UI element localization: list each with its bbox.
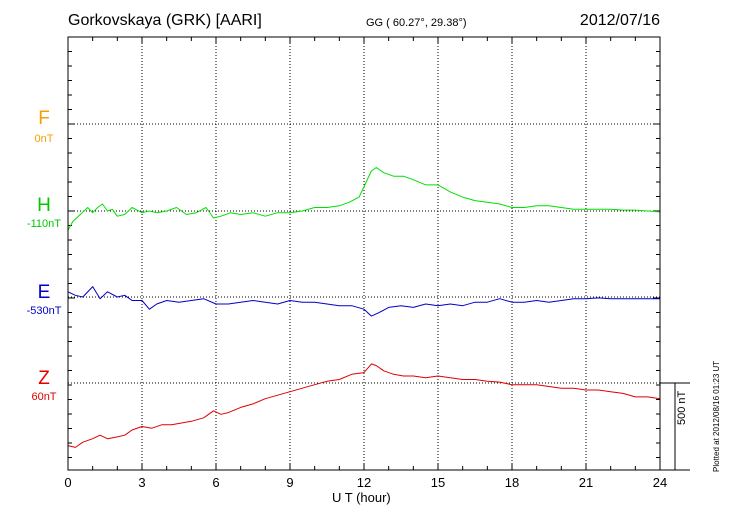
station-title: Gorkovskaya (GRK) [AARI] <box>68 12 262 29</box>
x-tick-label-9: 9 <box>286 475 293 490</box>
x-tick-label-24: 24 <box>653 475 667 490</box>
plotted-timestamp: Plotted at 2012/08/16 01:23 UT <box>712 360 721 472</box>
x-tick-label-0: 0 <box>64 475 71 490</box>
series-line-h <box>67 167 661 231</box>
axis-ticks <box>67 37 661 470</box>
x-tick-labels: 0 3 6 9 12 15 18 21 24 <box>64 475 667 490</box>
scale-bar-label: 500 nT <box>676 390 688 425</box>
grid <box>68 37 660 470</box>
series-line-z <box>67 363 661 448</box>
plot-date: 2012/07/16 <box>579 12 660 29</box>
component-h-baseline: -110nT <box>26 218 62 230</box>
data-curves <box>67 167 661 448</box>
component-e-baseline: -530nT <box>26 305 62 317</box>
x-tick-label-12: 12 <box>357 475 371 490</box>
component-f-label: F <box>38 108 50 129</box>
x-tick-label-6: 6 <box>212 475 219 490</box>
component-e-label: E <box>37 282 51 303</box>
x-tick-label-21: 21 <box>579 475 593 490</box>
x-axis-label: U T (hour) <box>332 490 391 505</box>
component-f-baseline: 0nT <box>34 133 54 145</box>
plot-frame <box>67 36 661 471</box>
x-tick-label-3: 3 <box>138 475 145 490</box>
station-coordinates: GG ( 60.27°, 29.38°) <box>366 17 467 29</box>
component-z-baseline: 60nT <box>31 391 57 403</box>
series-line-e <box>67 286 660 317</box>
x-tick-label-15: 15 <box>431 475 445 490</box>
x-tick-label-18: 18 <box>505 475 519 490</box>
component-h-label: H <box>37 195 51 216</box>
component-z-label: Z <box>38 368 50 389</box>
